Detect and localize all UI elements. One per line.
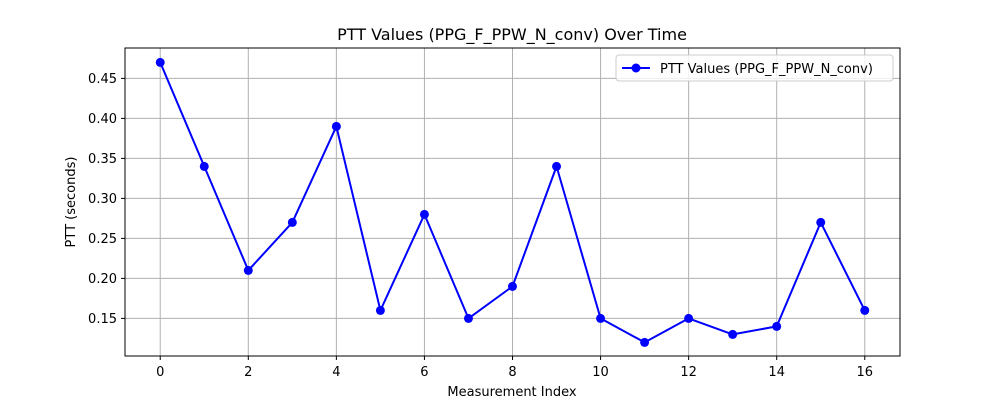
series-layer [155,57,870,347]
data-point [860,305,870,315]
y-tick-label: 0.20 [88,272,117,287]
y-tick-label: 0.35 [88,152,117,167]
y-tick-label: 0.40 [88,112,117,127]
y-axis-label: PTT (seconds) [64,157,79,248]
legend-marker-swatch [631,63,641,73]
data-point [508,281,517,291]
grid-layer [125,48,900,356]
x-tick-label: 10 [592,365,609,380]
data-point [772,321,782,331]
x-tick-label: 2 [244,365,252,380]
legend-label: PTT Values (PPG_F_PPW_N_conv) [660,62,873,77]
y-tick-label: 0.30 [88,192,117,207]
ticks-layer: 0 2 4 6 8 10 12 14 16 0.15 0.20 0.25 0.30 0.35 0.40 0.4… [88,72,873,380]
x-tick-label: 0 [156,365,164,380]
x-tick-label: 6 [420,365,428,380]
y-tick-label: 0.25 [88,232,117,247]
legend-box [615,54,894,82]
data-point [419,209,429,219]
x-tick-label: 12 [680,365,697,380]
y-tick-label: 0.45 [88,72,117,87]
x-tick-label: 4 [332,365,340,380]
data-point [287,217,297,227]
x-tick-label: 14 [768,365,785,380]
data-point [155,57,165,67]
data-point [596,313,606,323]
data-point [640,337,650,347]
x-tick-label: 8 [508,365,516,380]
legend: PTT Values (PPG_F_PPW_N_conv) [615,54,894,82]
chart-title: PTT Values (PPG_F_PPW_N_conv) Over Time [337,25,687,45]
data-point [728,329,738,339]
data-point [243,265,253,275]
data-point [375,305,385,315]
x-tick-label: 16 [856,365,873,380]
data-point [331,121,341,131]
data-point [684,313,694,323]
data-point [816,217,826,227]
y-tick-label: 0.15 [88,312,117,327]
data-point [463,313,473,323]
data-point [199,161,209,171]
data-point [552,161,562,171]
x-axis-label: Measurement Index [447,385,576,400]
